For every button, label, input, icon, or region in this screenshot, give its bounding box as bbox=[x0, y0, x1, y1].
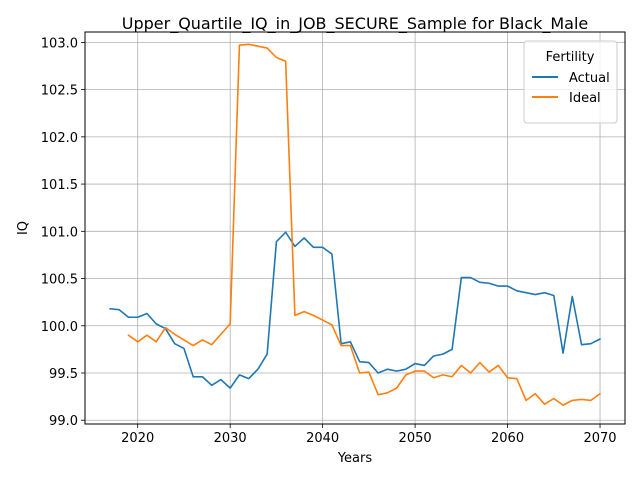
chart-title: Upper_Quartile_IQ_in_JOB_SECURE_Sample f… bbox=[122, 14, 588, 34]
series-line-ideal bbox=[127, 43, 601, 406]
y-tick-label: 100.0 bbox=[41, 320, 78, 335]
legend-title: Fertility bbox=[546, 50, 595, 65]
ticks: 2020 2030 2040 2050 2060 2070 99.0 99.5 100.0 100… bbox=[41, 36, 617, 446]
y-tick-label: 103.0 bbox=[41, 36, 78, 51]
x-tick-label: 2040 bbox=[306, 431, 339, 446]
grid bbox=[85, 32, 625, 424]
y-tick-label: 100.5 bbox=[41, 273, 78, 288]
x-tick-label: 2030 bbox=[214, 431, 247, 446]
y-tick-label: 99.5 bbox=[49, 367, 78, 382]
legend: Fertility Actual Ideal bbox=[523, 40, 618, 124]
legend-box bbox=[523, 40, 618, 124]
x-tick-label: 2020 bbox=[121, 431, 154, 446]
legend-label-ideal: Ideal bbox=[569, 91, 601, 106]
x-axis-label: Years bbox=[337, 451, 373, 466]
y-tick-label: 101.0 bbox=[41, 225, 78, 240]
x-tick-label: 2060 bbox=[491, 431, 524, 446]
x-tick-label: 2050 bbox=[399, 431, 432, 446]
y-tick-label: 102.5 bbox=[41, 84, 78, 99]
y-axis-label: IQ bbox=[16, 221, 31, 235]
y-tick-label: 101.5 bbox=[41, 178, 78, 193]
y-tick-label: 102.0 bbox=[41, 131, 78, 146]
legend-label-actual: Actual bbox=[569, 71, 610, 86]
y-tick-label: 99.0 bbox=[49, 414, 78, 429]
series-group bbox=[109, 43, 601, 406]
x-tick-label: 2070 bbox=[583, 431, 616, 446]
plot-frame bbox=[84, 31, 626, 425]
series-line-actual bbox=[109, 231, 601, 389]
